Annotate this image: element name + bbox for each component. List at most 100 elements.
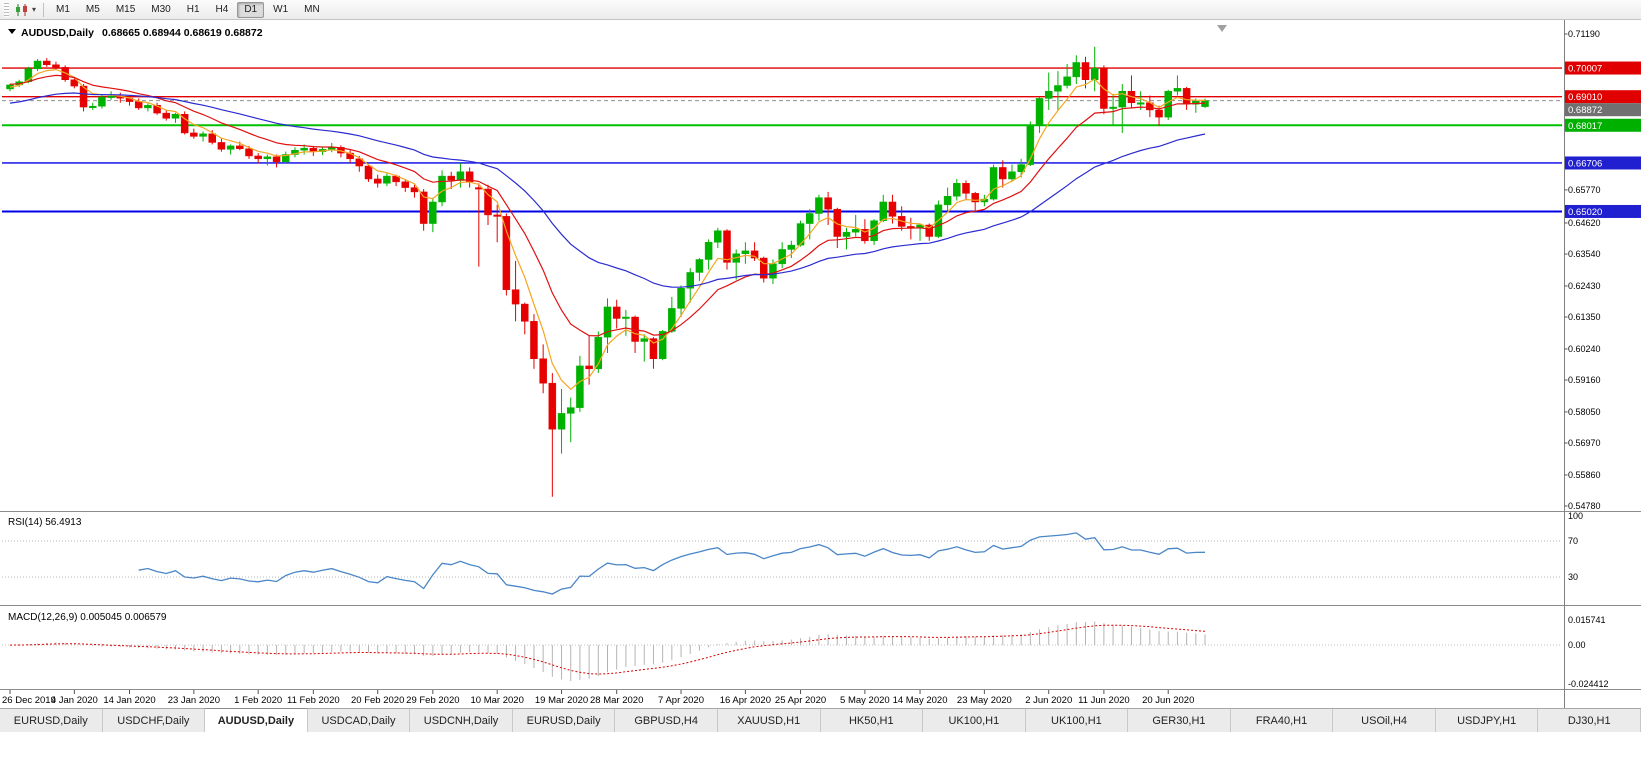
- chart-tab-eurusd-daily[interactable]: EURUSD,Daily: [512, 709, 616, 732]
- date-label: 14 May 2020: [893, 695, 948, 706]
- price-tick-label: 0.62430: [1568, 281, 1601, 291]
- chart-type-icon[interactable]: [13, 3, 31, 17]
- chart-tab-xauusd-h1[interactable]: XAUUSD,H1: [717, 709, 821, 732]
- svg-text:0.00: 0.00: [1568, 640, 1586, 650]
- date-label: 11 Feb 2020: [287, 695, 340, 706]
- svg-text:70: 70: [1568, 536, 1578, 546]
- toolbar-separator: [43, 2, 45, 17]
- date-label: 16 Apr 2020: [720, 695, 771, 706]
- chart-tab-usoil-h4[interactable]: USOil,H4: [1333, 709, 1436, 732]
- chart-tab-hk50-h1[interactable]: HK50,H1: [820, 709, 924, 732]
- svg-text:0.69010: 0.69010: [1568, 92, 1602, 103]
- price-tick-label: 0.56970: [1568, 438, 1601, 448]
- date-label: 28 Mar 2020: [590, 695, 643, 706]
- date-label: 4 Jan 2020: [51, 695, 98, 706]
- chart-tab-uk100-h1[interactable]: UK100,H1: [1025, 709, 1129, 732]
- rsi-line: [138, 532, 1206, 595]
- macd-signal-line: [9, 624, 1206, 675]
- macd-panel: MACD(12,26,9) 0.005045 0.006579 0.015741 0…: [2, 612, 1609, 689]
- svg-text:0.65020: 0.65020: [1568, 207, 1602, 218]
- price-tick-label: 0.64620: [1568, 218, 1601, 228]
- svg-text:0.015741: 0.015741: [1568, 615, 1606, 625]
- price-badge-0.68872[interactable]: 0.68872: [1565, 103, 1641, 117]
- date-label: 23 Jan 2020: [168, 695, 220, 706]
- price-tick-label: 0.63540: [1568, 249, 1601, 259]
- date-label: 25 Apr 2020: [775, 695, 826, 706]
- price-badge-0.69010[interactable]: 0.69010: [1565, 90, 1641, 104]
- chart-tab-dj30-h1[interactable]: DJ30,H1: [1538, 709, 1641, 732]
- chart-tab-usdjpy-h1[interactable]: USDJPY,H1: [1435, 709, 1539, 732]
- rsi-panel: RSI(14) 56.4913 100 70 30: [2, 511, 1583, 595]
- chart-tab-audusd-daily[interactable]: AUDUSD,Daily: [205, 708, 308, 732]
- date-label: 5 May 2020: [840, 695, 890, 706]
- date-label: 29 Feb 2020: [406, 695, 459, 706]
- svg-text:0.70007: 0.70007: [1568, 64, 1602, 75]
- ma-line-5: [9, 68, 1206, 391]
- svg-text:0.66706: 0.66706: [1568, 158, 1602, 169]
- svg-text:-0.024412: -0.024412: [1568, 679, 1609, 689]
- date-label: 10 Mar 2020: [471, 695, 524, 706]
- horizontal-level-lines[interactable]: [2, 67, 1562, 213]
- svg-text:0.68872: 0.68872: [1568, 105, 1602, 116]
- chart-type-dropdown-icon[interactable]: ▾: [32, 5, 37, 14]
- timeframe-button-m15[interactable]: M15: [115, 3, 136, 15]
- chart-canvas[interactable]: AUDUSD,Daily 0.68665 0.68944 0.68619 0.68…: [0, 20, 1641, 708]
- chart-tab-eurusd-daily[interactable]: EURUSD,Daily: [0, 709, 103, 732]
- date-label: 26 Dec 2019: [2, 695, 56, 706]
- moving-average-lines: [9, 68, 1206, 391]
- date-label: 7 Apr 2020: [658, 695, 704, 706]
- timeframe-button-d1[interactable]: D1: [237, 1, 265, 18]
- price-badge-0.70007[interactable]: 0.70007: [1565, 61, 1641, 75]
- chart-tab-fra40-h1[interactable]: FRA40,H1: [1230, 709, 1334, 732]
- macd-label: MACD(12,26,9) 0.005045 0.006579: [8, 612, 167, 623]
- symbol-title: AUDUSD,Daily: [21, 27, 94, 39]
- ma-line-13: [9, 74, 1206, 337]
- svg-text:0.68017: 0.68017: [1568, 121, 1602, 132]
- svg-text:30: 30: [1568, 572, 1578, 582]
- svg-text:100: 100: [1568, 511, 1583, 521]
- chart-tab-usdcnh-daily[interactable]: USDCNH,Daily: [410, 709, 513, 732]
- timeframe-button-mn[interactable]: MN: [304, 3, 320, 15]
- chart-tab-ger30-h1[interactable]: GER30,H1: [1128, 709, 1231, 732]
- price-tick-label: 0.55860: [1568, 470, 1601, 480]
- chart-tab-gbpusd-h4[interactable]: GBPUSD,H4: [615, 709, 718, 732]
- bottom-tabs: EURUSD,Daily USDCHF,Daily AUDUSD,Daily USDC…: [0, 708, 1641, 732]
- price-tick-label: 0.71190: [1568, 29, 1600, 39]
- timeframe-button-m1[interactable]: M1: [56, 3, 70, 15]
- chart-title: AUDUSD,Daily 0.68665 0.68944 0.68619 0.68…: [8, 27, 263, 39]
- date-label: 19 Mar 2020: [535, 695, 588, 706]
- ohlc-values: 0.68665 0.68944 0.68619 0.68872: [102, 27, 263, 39]
- price-tick-label: 0.61350: [1568, 312, 1601, 322]
- price-tick-label: 0.60240: [1568, 344, 1601, 354]
- date-label: 11 Jun 2020: [1078, 695, 1130, 706]
- date-label: 2 Jun 2020: [1025, 695, 1072, 706]
- price-tick-label: 0.59160: [1568, 375, 1601, 385]
- date-label: 20 Jun 2020: [1142, 695, 1194, 706]
- shift-marker-icon[interactable]: [1217, 25, 1227, 32]
- price-badge-0.66706[interactable]: 0.66706: [1565, 156, 1641, 170]
- timeframe-button-h1[interactable]: H1: [186, 3, 200, 15]
- chart-tab-uk100-h1[interactable]: UK100,H1: [923, 709, 1026, 732]
- price-badge-0.68017[interactable]: 0.68017: [1565, 118, 1641, 132]
- macd-histogram: [18, 621, 1206, 681]
- chart-tab-usdcad-daily[interactable]: USDCAD,Daily: [307, 709, 411, 732]
- price-tick-label: 0.58050: [1568, 407, 1601, 417]
- timeframe-button-m5[interactable]: M5: [85, 3, 100, 15]
- status-strip: [0, 732, 1641, 762]
- rsi-label: RSI(14) 56.4913: [8, 517, 82, 528]
- date-label: 1 Feb 2020: [234, 695, 282, 706]
- price-axis[interactable]: 0.71190 0.65770 0.64620 0.63540 0.62430 0.613…: [1564, 20, 1641, 708]
- timeframe-button-w1[interactable]: W1: [273, 3, 289, 15]
- timeframe-button-h4[interactable]: H4: [215, 3, 229, 15]
- date-label: 20 Feb 2020: [351, 695, 404, 706]
- title-collapse-icon: [8, 29, 16, 34]
- price-tick-label: 0.54780: [1568, 501, 1601, 511]
- candlestick-series: [6, 46, 1209, 497]
- toolbar-grip[interactable]: [4, 2, 9, 17]
- timeframe-buttons: M1 M5 M15 M30 H1 H4 D1 W1 MN: [48, 1, 328, 18]
- price-badge-0.65020[interactable]: 0.65020: [1565, 204, 1641, 218]
- timeframe-button-m30[interactable]: M30: [151, 3, 171, 15]
- chart-tab-usdchf-daily[interactable]: USDCHF,Daily: [102, 709, 206, 732]
- price-tick-label: 0.65770: [1568, 185, 1601, 195]
